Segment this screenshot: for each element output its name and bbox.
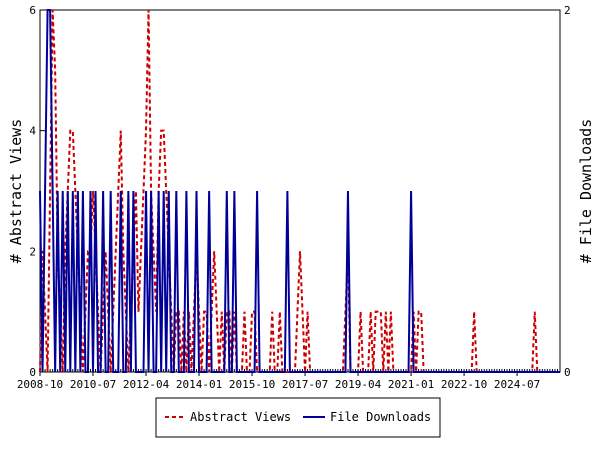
y-right-tick-label: 2 [564,4,571,17]
x-tick-label: 2019-04 [335,378,382,391]
x-tick-label: 2024-07 [494,378,540,391]
y-left-tick-label: 0 [29,366,36,379]
legend-box [155,397,441,438]
y-axis-right-title: # File Downloads [577,119,595,264]
y-left-tick-label: 4 [29,125,36,138]
series-layer [39,9,560,373]
x-tick-label: 2008-10 [17,378,63,391]
x-tick-label: 2014-01 [176,378,222,391]
y-axis-left-title: # Abstract Views [7,119,25,264]
x-tick-label: 2012-04 [123,378,170,391]
x-tick-label: 2010-07 [70,378,116,391]
y-left-tick-label: 6 [29,4,36,17]
x-axis: 2008-10 2010-07 2012-04 2014-01 2015-10 2017-… [17,369,561,391]
legend-label-abstract-views: Abstract Views [190,410,291,424]
legend-label-file-downloads: File Downloads [330,410,431,424]
x-tick-label: 2021-01 [388,378,434,391]
x-tick-label: 2017-07 [282,378,328,391]
x-tick-label: 2022-10 [441,378,487,391]
y-left-tick-label: 2 [29,245,36,258]
y-right-tick-label: 0 [564,366,571,379]
legend: Abstract Views File Downloads [155,397,441,438]
series-line-file-downloads [39,9,560,373]
plot-area [39,9,561,373]
x-tick-label: 2015-10 [229,378,275,391]
